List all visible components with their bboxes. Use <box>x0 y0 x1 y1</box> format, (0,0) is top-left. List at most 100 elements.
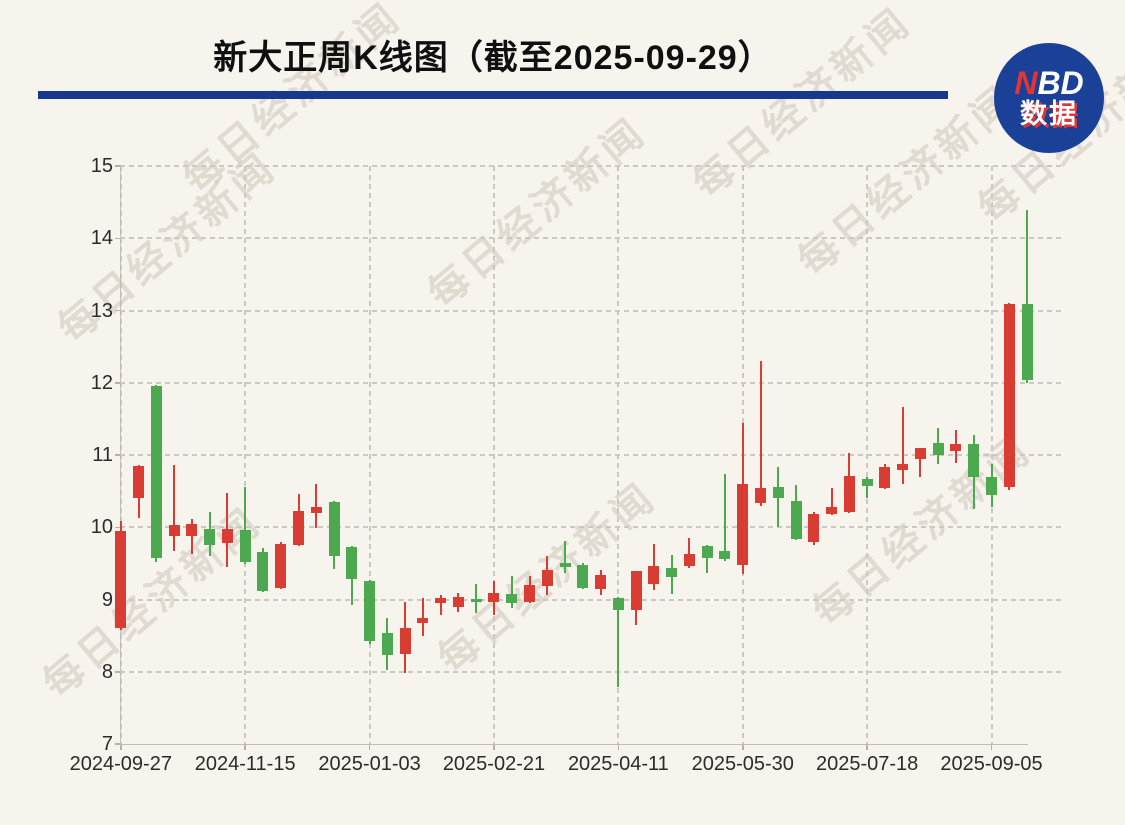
candle-body-32 <box>666 568 678 578</box>
y-axis-tick-label: 11 <box>92 444 113 466</box>
candle-body-30 <box>630 571 642 611</box>
x-tick-mark <box>120 744 122 750</box>
candle-body-8 <box>239 530 251 562</box>
candle-body-45 <box>897 463 909 471</box>
candle-body-36 <box>737 483 749 565</box>
y-axis-tick-label: 9 <box>101 588 113 611</box>
candle-body-52 <box>1021 303 1033 380</box>
x-axis-line <box>119 743 1028 745</box>
candle-wick-23 <box>510 576 513 609</box>
x-axis-tick-label: 2025-04-11 <box>567 753 669 775</box>
candle-wick-52 <box>1026 210 1029 383</box>
candle-body-47 <box>932 443 944 455</box>
candle-body-39 <box>790 501 802 539</box>
y-axis-tick-label: 7 <box>101 733 113 755</box>
candle-wick-34 <box>706 545 709 574</box>
y-axis-tick-label: 14 <box>90 227 113 250</box>
candle-body-14 <box>346 546 358 580</box>
x-axis-tick-label: 2025-05-30 <box>691 753 794 775</box>
title-underline <box>38 91 948 99</box>
candle-wick-19 <box>439 595 442 616</box>
h-gridline <box>120 237 1062 240</box>
candle-wick-45 <box>901 407 904 484</box>
y-axis-tick-label: 12 <box>90 371 113 394</box>
h-gridline <box>120 526 1062 529</box>
h-gridline <box>120 165 1062 167</box>
x-axis-tick-label: 2024-09-27 <box>69 753 172 775</box>
y-tick-mark <box>114 743 121 745</box>
x-axis-tick-label: 2024-11-15 <box>194 753 296 775</box>
x-tick-mark <box>866 744 868 750</box>
v-gridline <box>866 166 869 744</box>
y-tick-mark <box>114 165 121 167</box>
candle-body-38 <box>772 486 784 499</box>
candle-wick-37 <box>759 361 762 506</box>
candle-wick-46 <box>919 447 922 477</box>
candle-body-31 <box>648 565 660 584</box>
nbd-logo-bd: BD <box>1037 65 1084 101</box>
x-tick-mark <box>742 744 744 750</box>
candle-body-46 <box>914 448 926 459</box>
x-tick-mark <box>617 744 620 750</box>
v-gridline <box>990 166 993 744</box>
candle-body-13 <box>328 501 340 557</box>
y-tick-mark <box>114 454 121 456</box>
candle-wick-18 <box>421 598 424 637</box>
candle-body-28 <box>595 574 607 590</box>
candle-body-34 <box>701 546 713 559</box>
candle-wick-12 <box>315 483 318 528</box>
candle-body-42 <box>843 475 855 513</box>
y-axis-tick-label: 10 <box>90 516 113 539</box>
candle-body-22 <box>488 592 500 603</box>
candle-body-44 <box>879 467 891 489</box>
candle-wick-29 <box>617 597 620 687</box>
candle-body-3 <box>150 385 162 558</box>
candle-wick-33 <box>688 538 691 568</box>
v-gridline <box>368 166 371 744</box>
h-gridline <box>120 381 1062 384</box>
candle-body-29 <box>612 598 624 610</box>
v-gridline <box>244 166 247 744</box>
candle-body-48 <box>950 444 962 451</box>
h-gridline <box>120 670 1062 673</box>
x-tick-mark <box>368 744 371 750</box>
candle-body-15 <box>364 581 376 642</box>
candle-wick-8 <box>244 486 247 565</box>
candle-wick-4 <box>173 465 176 552</box>
y-axis-tick-label: 13 <box>90 299 113 322</box>
y-tick-mark <box>114 237 121 239</box>
candle-body-12 <box>310 507 322 513</box>
candle-body-51 <box>1003 303 1015 488</box>
candle-wick-26 <box>564 540 567 574</box>
x-axis-tick-label: 2025-09-05 <box>940 753 1043 775</box>
y-axis-line <box>119 166 121 745</box>
nbd-logo-subtext: 数据 <box>1020 99 1078 129</box>
candle-body-27 <box>577 564 589 588</box>
nbd-logo-n: N <box>1014 65 1038 101</box>
nbd-logo: NBD 数据 <box>994 43 1104 153</box>
candle-body-21 <box>470 598 482 603</box>
candle-body-19 <box>435 598 447 604</box>
x-tick-mark <box>493 744 495 750</box>
candle-body-5 <box>186 524 198 536</box>
candle-body-9 <box>257 551 269 591</box>
x-tick-mark <box>244 744 246 750</box>
candle-body-50 <box>986 477 998 495</box>
h-gridline <box>120 454 1062 456</box>
candle-body-4 <box>168 525 180 536</box>
x-axis-tick-label: 2025-01-03 <box>318 753 421 775</box>
candle-body-1 <box>115 530 127 628</box>
candle-body-41 <box>826 507 838 514</box>
candle-wick-41 <box>830 488 833 515</box>
candle-body-24 <box>524 585 535 603</box>
candle-body-37 <box>755 487 767 504</box>
candle-body-40 <box>808 513 820 542</box>
candle-body-17 <box>399 628 411 654</box>
header: 新大正周K线图（截至2025-09-29） NBD 数据 <box>0 0 1125 160</box>
candle-wick-5 <box>190 518 193 554</box>
y-tick-mark <box>114 309 121 312</box>
v-gridline <box>492 166 495 744</box>
y-tick-mark <box>114 526 121 528</box>
y-tick-mark <box>114 671 121 673</box>
